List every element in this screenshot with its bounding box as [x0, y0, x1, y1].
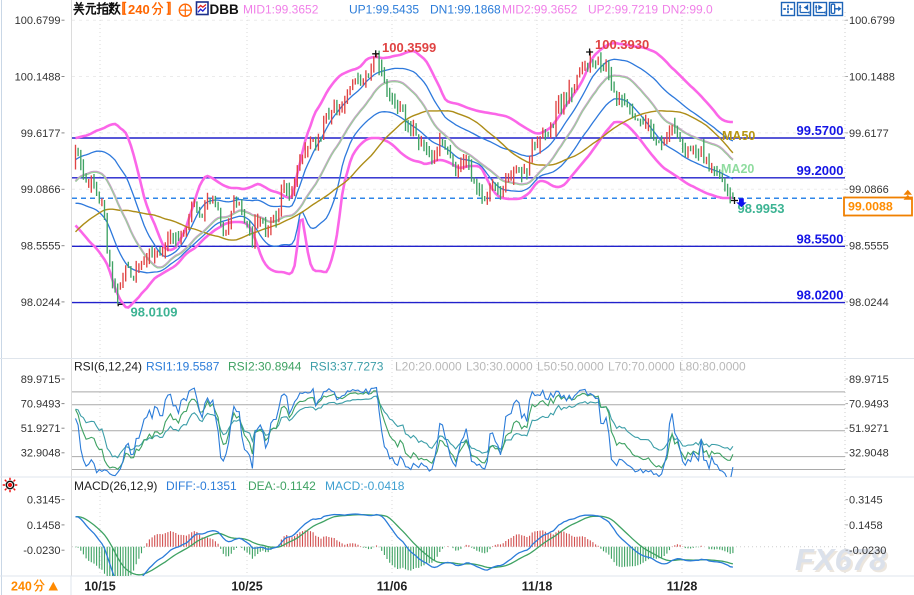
svg-text:240: 240 [128, 2, 150, 17]
svg-text:FX678: FX678 [795, 542, 887, 577]
svg-text:UP2:99.7219: UP2:99.7219 [588, 3, 658, 17]
svg-text:99.0088: 99.0088 [848, 200, 893, 214]
svg-text:99.6177: 99.6177 [21, 128, 61, 140]
svg-text:FX678: FX678 [797, 544, 889, 579]
svg-text:RSI1:19.5587: RSI1:19.5587 [146, 360, 220, 374]
svg-text:98.5555: 98.5555 [849, 241, 889, 253]
svg-text:98.0244: 98.0244 [21, 297, 61, 309]
svg-text:MA20: MA20 [721, 162, 754, 176]
svg-text:99.2000: 99.2000 [797, 163, 844, 178]
svg-text:100.1488: 100.1488 [15, 71, 61, 83]
svg-text:11/18: 11/18 [522, 579, 553, 593]
svg-text:98.0244: 98.0244 [849, 297, 889, 309]
svg-text:0.3145: 0.3145 [27, 495, 61, 507]
svg-text:70.9493: 70.9493 [849, 399, 889, 411]
svg-text:MID2:99.3652: MID2:99.3652 [502, 3, 578, 17]
svg-text:70.9493: 70.9493 [21, 399, 61, 411]
svg-text:10/15: 10/15 [84, 579, 115, 593]
svg-text:100.6799: 100.6799 [849, 15, 895, 27]
svg-text:RSI3:37.7273: RSI3:37.7273 [310, 360, 384, 374]
svg-text:89.9715: 89.9715 [21, 374, 61, 386]
svg-text:10/25: 10/25 [231, 579, 262, 593]
svg-text:99.0866: 99.0866 [849, 184, 889, 196]
svg-text:98.0109: 98.0109 [131, 304, 178, 319]
svg-text:98.9953: 98.9953 [738, 201, 785, 216]
svg-text:DBB: DBB [210, 2, 239, 17]
svg-text:DN1:99.1868: DN1:99.1868 [430, 3, 501, 17]
svg-text:100.3930: 100.3930 [595, 37, 649, 52]
svg-text:100.3599: 100.3599 [382, 40, 436, 55]
svg-text:UP1:99.5435: UP1:99.5435 [349, 3, 419, 17]
svg-text:L70:70.0000: L70:70.0000 [608, 360, 675, 374]
svg-text:100.6799: 100.6799 [15, 15, 61, 27]
svg-text:-0.0230: -0.0230 [849, 545, 886, 557]
svg-text:-0.0230: -0.0230 [23, 545, 60, 557]
svg-text:MACD(26,12,9): MACD(26,12,9) [74, 479, 157, 493]
svg-text:DIFF:-0.1351: DIFF:-0.1351 [166, 479, 237, 493]
svg-text:100.1488: 100.1488 [849, 71, 895, 83]
svg-text:L20:20.0000: L20:20.0000 [395, 360, 462, 374]
svg-text:0.1458: 0.1458 [27, 520, 61, 532]
svg-text:99.6177: 99.6177 [849, 128, 889, 140]
svg-text:L80:80.0000: L80:80.0000 [679, 360, 746, 374]
svg-text:11/06: 11/06 [377, 579, 408, 593]
svg-text:0.3145: 0.3145 [849, 495, 883, 507]
svg-text:98.0200: 98.0200 [797, 288, 844, 303]
svg-text:RSI(6,12,24): RSI(6,12,24) [74, 360, 142, 374]
svg-text:89.9715: 89.9715 [849, 374, 889, 386]
svg-text:98.5500: 98.5500 [797, 231, 844, 246]
svg-text:51.9271: 51.9271 [849, 423, 889, 435]
svg-text:32.9048: 32.9048 [849, 448, 889, 460]
svg-text:L30:30.0000: L30:30.0000 [466, 360, 533, 374]
svg-text:11/28: 11/28 [667, 579, 698, 593]
svg-text:0.1458: 0.1458 [849, 520, 883, 532]
svg-text:DEA:-0.1142: DEA:-0.1142 [248, 479, 316, 493]
svg-text:240: 240 [11, 580, 32, 594]
svg-text:98.5555: 98.5555 [21, 241, 61, 253]
svg-text:MID1:99.3652: MID1:99.3652 [243, 3, 319, 17]
svg-text:99.0866: 99.0866 [21, 184, 61, 196]
svg-text:RSI2:30.8944: RSI2:30.8944 [228, 360, 302, 374]
svg-text:MA50: MA50 [722, 129, 755, 143]
svg-text:99.5700: 99.5700 [797, 123, 844, 138]
svg-text:L50:50.0000: L50:50.0000 [537, 360, 604, 374]
svg-text:51.9271: 51.9271 [21, 423, 61, 435]
svg-text:32.9048: 32.9048 [21, 448, 61, 460]
svg-text:DN2:99.0: DN2:99.0 [662, 3, 713, 17]
svg-text:MACD:-0.0418: MACD:-0.0418 [325, 479, 405, 493]
